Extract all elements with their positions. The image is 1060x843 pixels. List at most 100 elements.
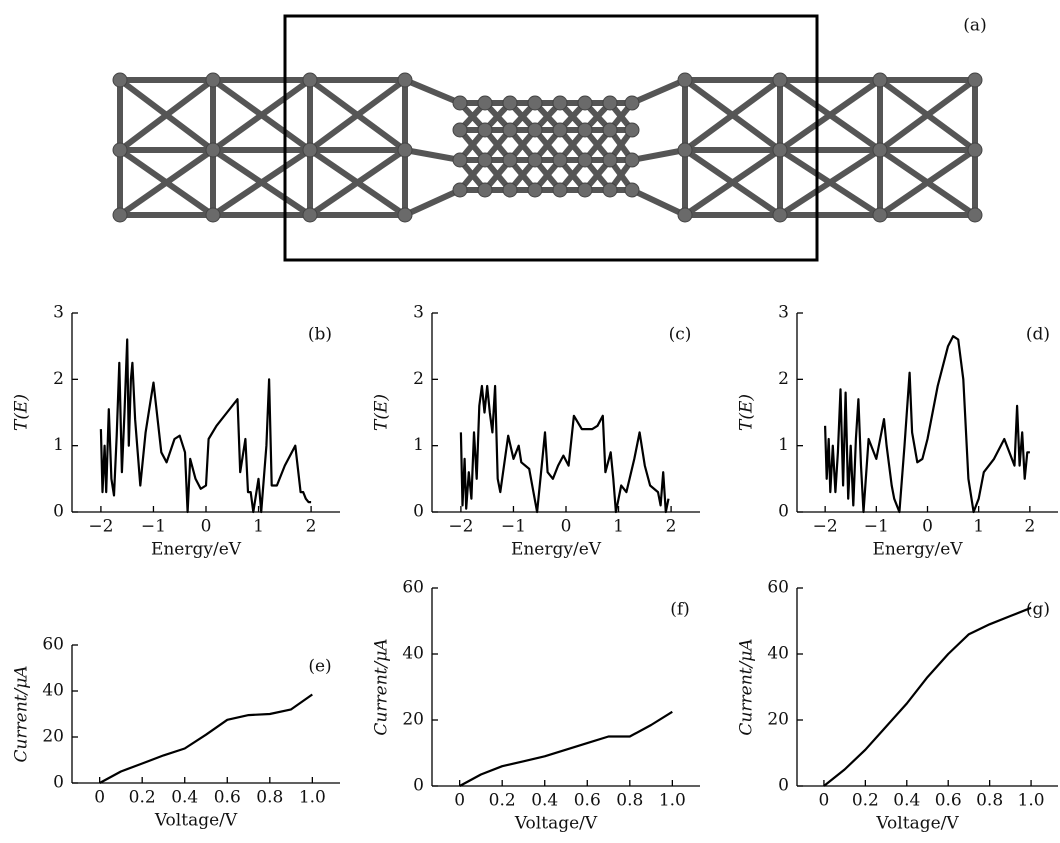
- y-tick-label: 2: [53, 369, 64, 389]
- atom: [603, 123, 617, 137]
- atom: [113, 208, 127, 222]
- atom: [553, 183, 567, 197]
- panel-label: (d): [1026, 325, 1050, 345]
- atom: [603, 153, 617, 167]
- x-tick-label: 1.0: [1018, 791, 1045, 811]
- panel-label: (a): [963, 16, 986, 36]
- x-tick-label: 0.6: [214, 788, 241, 808]
- atomic-structure: [113, 73, 982, 222]
- y-tick-label: 0: [413, 502, 424, 522]
- y-tick-label: 1: [53, 435, 64, 455]
- x-tick-label: 0.4: [531, 791, 558, 811]
- atom: [625, 123, 639, 137]
- atom: [303, 73, 317, 87]
- x-tick-label: −2: [88, 517, 113, 537]
- x-tick-label: 0: [201, 517, 212, 537]
- x-tick-label: −2: [448, 517, 473, 537]
- atom: [478, 123, 492, 137]
- y-axis-label: T(E): [372, 394, 392, 431]
- bond: [632, 150, 685, 160]
- data-line: [824, 608, 1031, 786]
- x-tick-label: −2: [813, 517, 838, 537]
- x-axis-label: Voltage/V: [154, 811, 238, 831]
- atom: [578, 123, 592, 137]
- y-axis-label: Current/μA: [12, 665, 32, 762]
- atom: [678, 208, 692, 222]
- x-axis-label: Energy/eV: [872, 540, 963, 560]
- x-tick-label: 1.0: [299, 788, 326, 808]
- panel-label: (f): [670, 600, 690, 620]
- atom: [398, 208, 412, 222]
- atom: [773, 208, 787, 222]
- x-tick-label: −1: [864, 517, 889, 537]
- y-tick-label: 20: [402, 710, 424, 730]
- atom: [968, 208, 982, 222]
- atom: [503, 153, 517, 167]
- atom: [113, 143, 127, 157]
- atom: [625, 96, 639, 110]
- y-tick-label: 60: [402, 578, 424, 598]
- x-tick-label: 0.6: [574, 791, 601, 811]
- y-tick-label: 3: [778, 303, 789, 323]
- x-tick-label: −1: [141, 517, 166, 537]
- y-tick-label: 40: [42, 681, 64, 701]
- atom: [528, 153, 542, 167]
- x-tick-label: 0.8: [256, 788, 283, 808]
- y-tick-label: 3: [413, 303, 424, 323]
- bond: [632, 80, 685, 103]
- atom: [478, 96, 492, 110]
- y-tick-label: 0: [778, 502, 789, 522]
- y-tick-label: 60: [42, 635, 64, 655]
- x-axis-label: Voltage/V: [875, 814, 959, 834]
- y-tick-label: 1: [778, 435, 789, 455]
- x-tick-label: 0.6: [935, 791, 962, 811]
- bond: [632, 190, 685, 215]
- atom: [578, 183, 592, 197]
- x-tick-label: 1.0: [659, 791, 686, 811]
- atom: [625, 183, 639, 197]
- atom: [528, 183, 542, 197]
- x-axis-label: Voltage/V: [514, 814, 598, 834]
- panel-label: (e): [308, 657, 331, 677]
- atom: [453, 153, 467, 167]
- y-tick-label: 2: [413, 369, 424, 389]
- atom: [678, 73, 692, 87]
- y-tick-label: 2: [778, 369, 789, 389]
- y-axis-label: Current/μA: [372, 638, 392, 735]
- x-tick-label: 2: [666, 517, 677, 537]
- x-axis-label: Energy/eV: [511, 540, 602, 560]
- atom: [678, 143, 692, 157]
- y-tick-label: 20: [42, 727, 64, 747]
- atom: [968, 143, 982, 157]
- atom: [503, 123, 517, 137]
- y-axis-label: T(E): [12, 394, 32, 431]
- atom: [528, 123, 542, 137]
- x-axis-label: Energy/eV: [151, 540, 242, 560]
- x-tick-label: 0: [94, 788, 105, 808]
- atom: [453, 123, 467, 137]
- x-tick-label: 0.2: [489, 791, 516, 811]
- y-tick-label: 40: [402, 644, 424, 664]
- panel-label: (b): [308, 325, 332, 345]
- atom: [206, 208, 220, 222]
- atom: [553, 123, 567, 137]
- y-tick-label: 60: [767, 578, 789, 598]
- y-axis-label: Current/μA: [737, 638, 757, 735]
- x-tick-label: 0.8: [616, 791, 643, 811]
- atom: [625, 153, 639, 167]
- atom: [873, 143, 887, 157]
- atom: [113, 73, 127, 87]
- atom: [603, 183, 617, 197]
- y-tick-label: 0: [778, 776, 789, 796]
- atom: [773, 143, 787, 157]
- data-line: [825, 336, 1030, 512]
- atom: [303, 143, 317, 157]
- bond: [405, 150, 460, 160]
- atom: [453, 96, 467, 110]
- y-axis-label: T(E): [737, 394, 757, 431]
- x-tick-label: 0.2: [852, 791, 879, 811]
- x-tick-label: 0.2: [129, 788, 156, 808]
- y-tick-label: 0: [53, 773, 64, 793]
- panel-label: (c): [669, 325, 692, 345]
- data-line: [460, 712, 673, 786]
